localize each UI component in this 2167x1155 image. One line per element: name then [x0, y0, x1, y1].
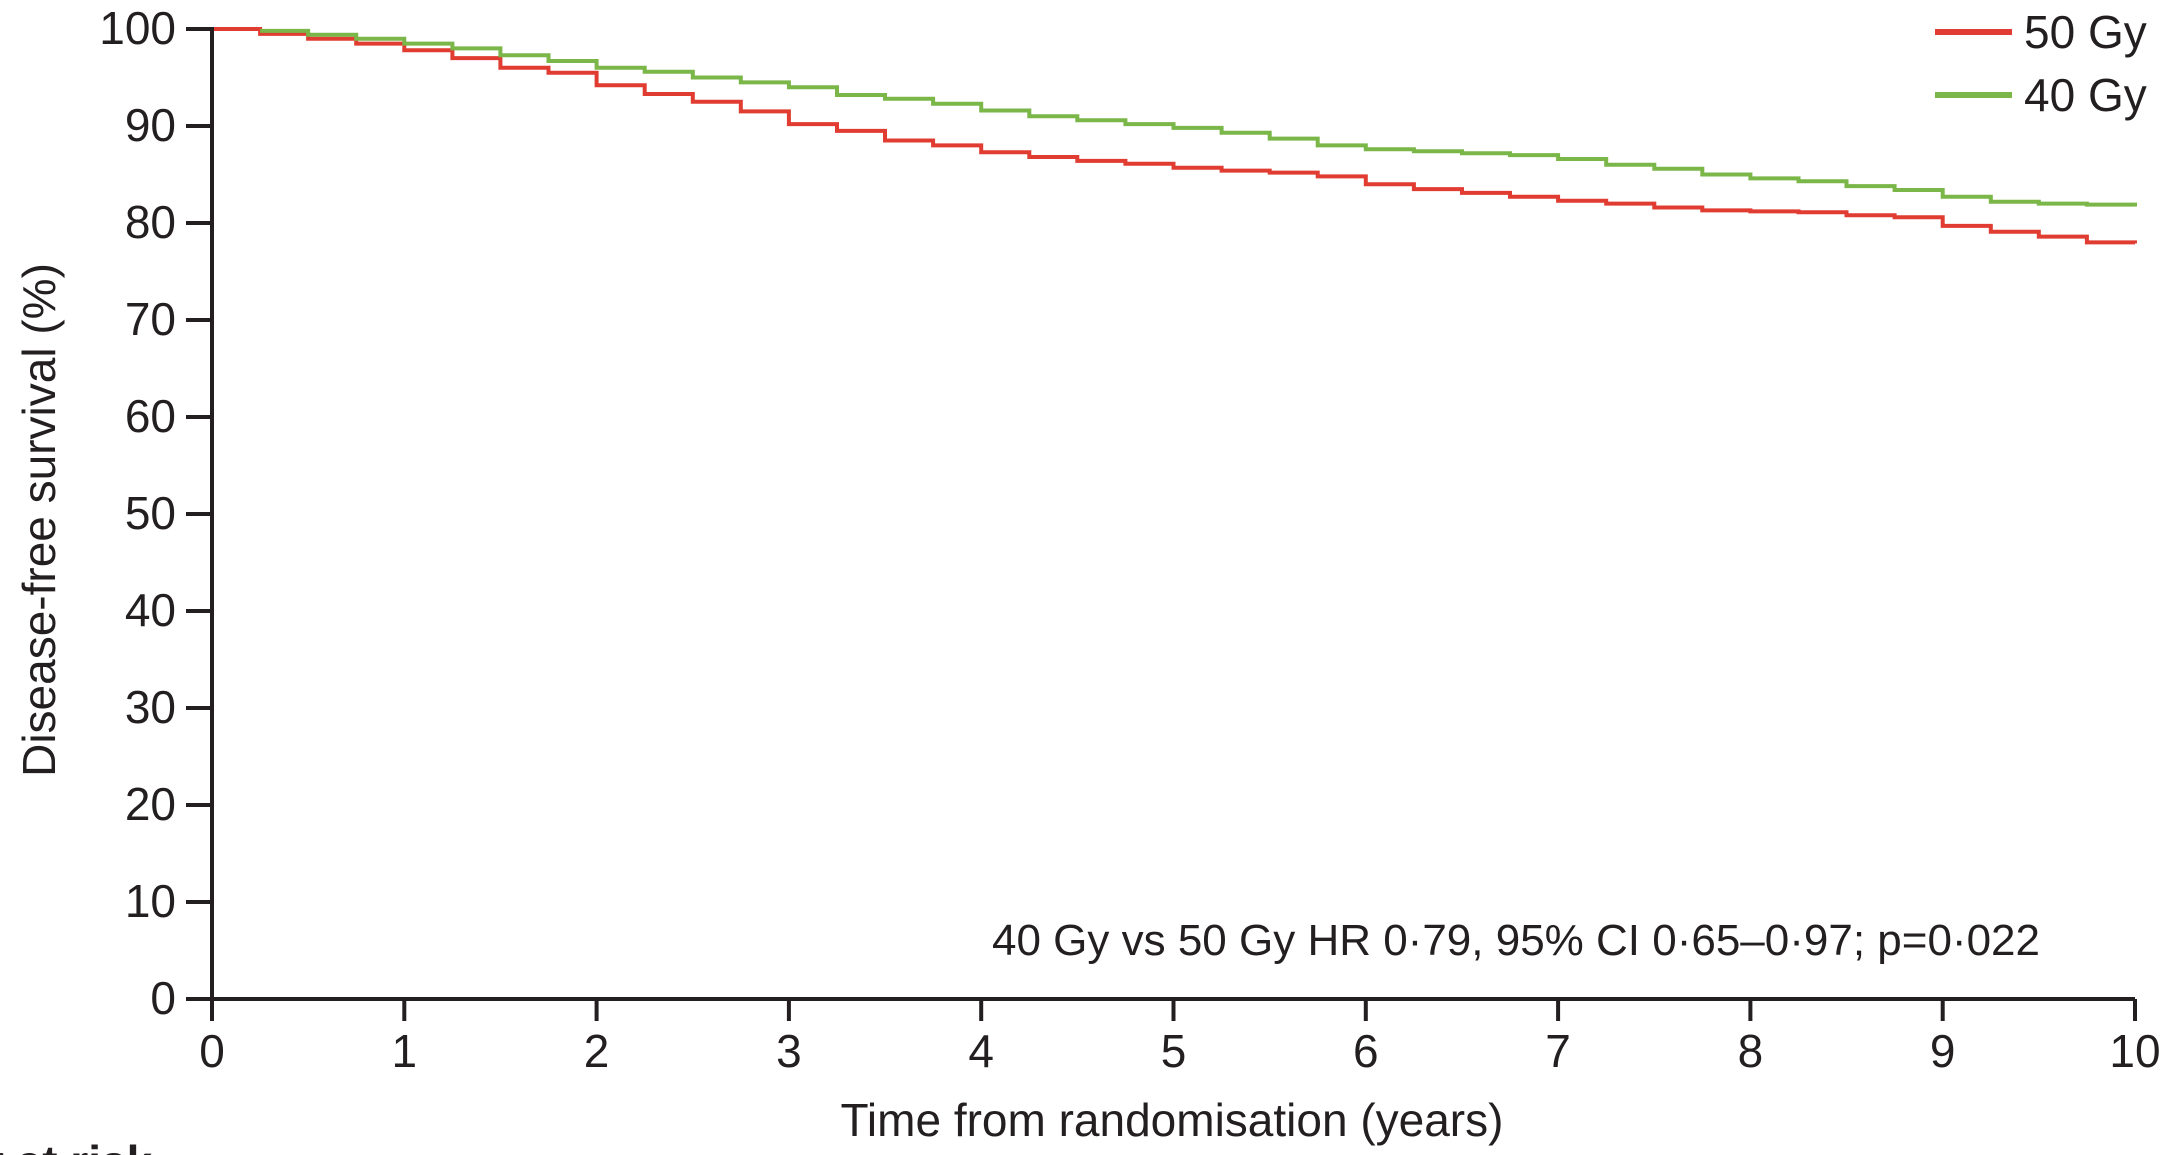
- x-tick-label: 4: [968, 1025, 994, 1077]
- axes: 0 10 20 30 40 50 60 70 80 90 100 0 1 2 3 4 5 6 7 8 9 10: [99, 2, 2160, 1077]
- legend-label-40-gy: 40 Gy: [2024, 69, 2147, 121]
- plot-area: [212, 27, 2137, 245]
- series-line-50-gy: [212, 27, 2137, 245]
- x-tick-label: 9: [1930, 1025, 1956, 1077]
- x-tick-label: 10: [2109, 1025, 2160, 1077]
- y-tick-label: 0: [150, 972, 176, 1024]
- y-tick-label: 80: [125, 196, 176, 248]
- y-tick-label: 20: [125, 778, 176, 830]
- x-tick-label: 3: [776, 1025, 802, 1077]
- x-axis-title: Time from randomisation (years): [841, 1094, 1504, 1146]
- hazard-ratio-annotation: 40 Gy vs 50 Gy HR 0·79, 95% CI 0·65–0·97…: [992, 916, 2040, 965]
- legend: 50 Gy 40 Gy: [1935, 6, 2147, 121]
- y-tick-label: 30: [125, 681, 176, 733]
- y-axis-title: Disease-free survival (%): [13, 263, 65, 777]
- x-tick-label: 7: [1545, 1025, 1571, 1077]
- number-at-risk-header: r at risk: [0, 1136, 153, 1155]
- x-tick-label: 8: [1738, 1025, 1764, 1077]
- x-tick-label: 6: [1353, 1025, 1379, 1077]
- y-tick-label: 10: [125, 875, 176, 927]
- x-tick-label: 1: [392, 1025, 418, 1077]
- y-tick-label: 60: [125, 390, 176, 442]
- legend-label-50-gy: 50 Gy: [2024, 6, 2147, 58]
- y-tick-label: 40: [125, 584, 176, 636]
- y-tick-label: 90: [125, 99, 176, 151]
- x-tick-label: 0: [199, 1025, 225, 1077]
- x-tick-label: 5: [1161, 1025, 1187, 1077]
- y-tick-label: 50: [125, 487, 176, 539]
- series-line-40-gy: [260, 28, 2137, 207]
- y-tick-label: 100: [99, 2, 176, 54]
- x-tick-label: 2: [584, 1025, 610, 1077]
- y-tick-label: 70: [125, 293, 176, 345]
